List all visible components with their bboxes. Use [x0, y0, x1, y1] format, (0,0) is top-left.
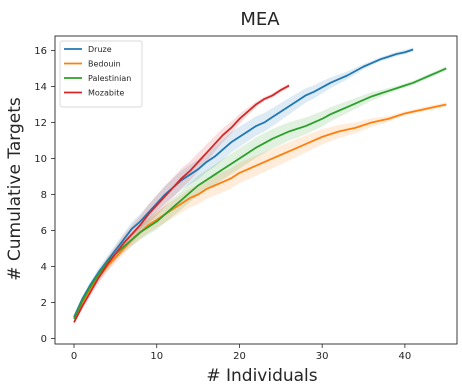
y-tick-label: 12: [34, 118, 47, 129]
y-axis-label: # Cumulative Targets: [5, 97, 25, 281]
y-tick-label: 14: [34, 82, 47, 93]
legend: Druze Bedouin Palestinian Mozabite: [59, 40, 143, 108]
confidence-band-bedouin: [74, 102, 447, 321]
series-line-palestinian: [73, 67, 447, 320]
x-axis-label: # Individuals: [206, 366, 317, 386]
series-line-druze: [73, 48, 414, 318]
y-axis-ticks: 0 2 4 6 8 10 12 14 16: [34, 46, 55, 345]
y-tick-label: 4: [41, 262, 47, 273]
x-tick-label: 30: [316, 351, 329, 362]
y-tick-label: 10: [34, 154, 47, 165]
legend-box: [59, 40, 143, 108]
chart-title: MEA: [240, 9, 280, 30]
y-tick-label: 8: [41, 190, 47, 201]
legend-label-bedouin: Bedouin: [88, 60, 121, 69]
x-tick-label: 40: [399, 351, 412, 362]
legend-label-palestinian: Palestinian: [88, 74, 131, 83]
x-tick-label: 10: [150, 351, 163, 362]
y-tick-label: 0: [41, 334, 47, 345]
plot-frame: [54, 35, 458, 345]
y-tick-label: 6: [41, 226, 47, 237]
x-axis-ticks: 0 10 20 30 40: [71, 344, 411, 362]
series-line-mozabite: [73, 84, 290, 323]
legend-label-druze: Druze: [88, 45, 112, 54]
series-lines: [73, 48, 447, 323]
y-tick-label: 2: [41, 298, 47, 309]
x-tick-label: 0: [71, 351, 77, 362]
y-tick-label: 16: [34, 46, 47, 57]
x-tick-label: 20: [233, 351, 246, 362]
legend-label-mozabite: Mozabite: [88, 89, 124, 98]
